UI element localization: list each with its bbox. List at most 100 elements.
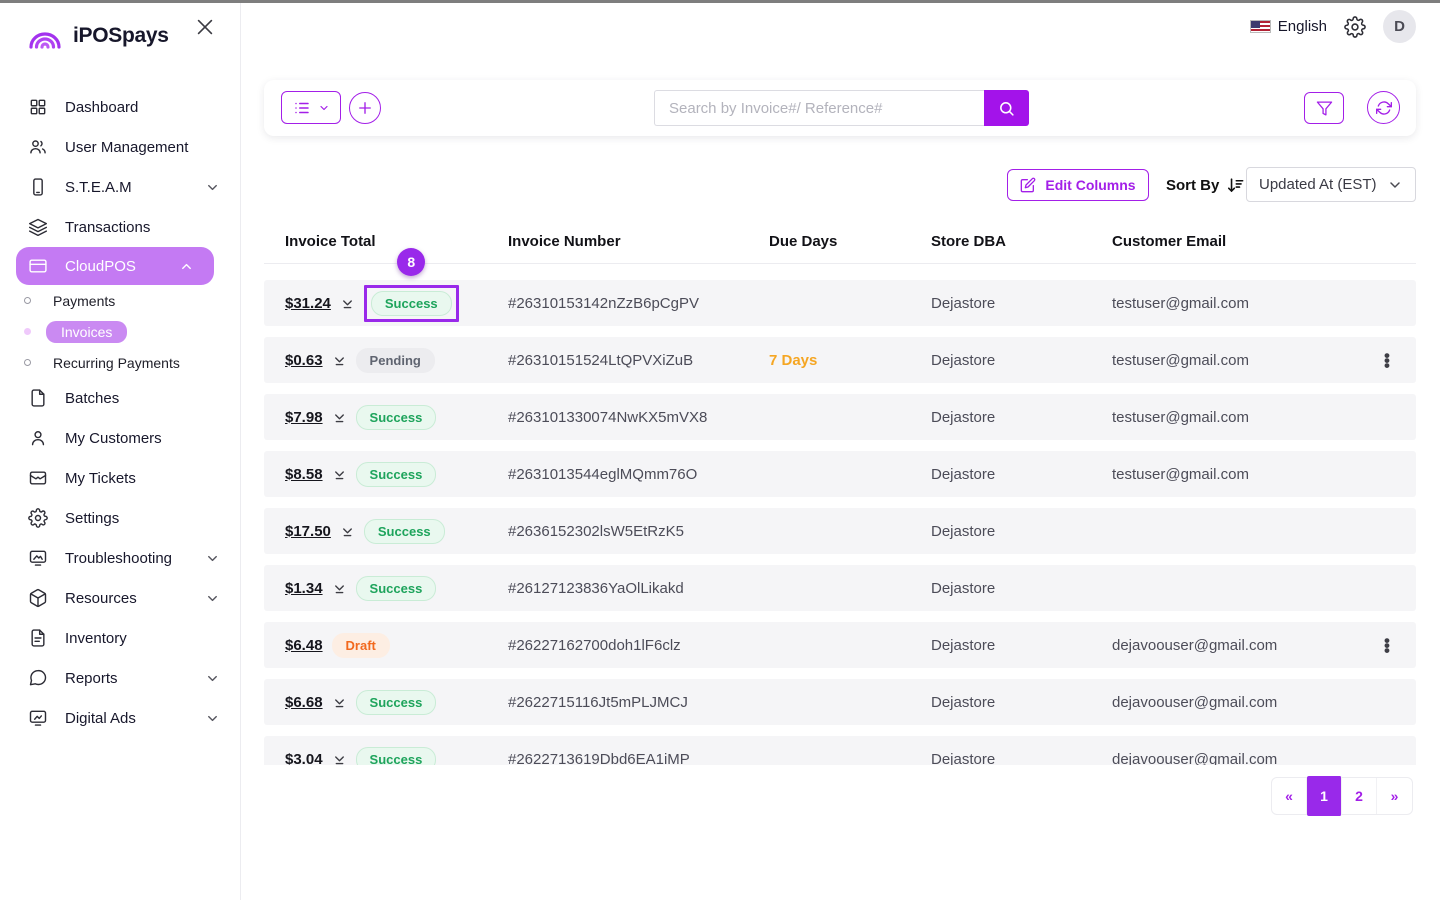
expand-chevron-icon[interactable] — [332, 581, 347, 596]
store-dba: Dejastore — [931, 465, 996, 483]
chevron-down-icon — [1390, 181, 1400, 188]
card-icon — [28, 256, 48, 276]
add-invoice-button[interactable] — [349, 92, 381, 124]
window-top-border — [0, 0, 1440, 3]
edit-columns-button[interactable]: Edit Columns — [1007, 169, 1149, 201]
store-dba: Dejastore — [931, 351, 996, 369]
logo-rainbow-icon — [29, 32, 61, 49]
store-dba: Dejastore — [931, 579, 996, 597]
sidebar-item-recurring-payments[interactable]: Recurring Payments — [0, 347, 240, 378]
sidebar-item-troubleshooting[interactable]: Troubleshooting — [0, 538, 240, 578]
sidebar-item-label: S.T.E.A.M — [65, 178, 132, 196]
sidebar-item-settings[interactable]: Settings — [0, 498, 240, 538]
invoice-total-link[interactable]: $8.58 — [285, 465, 323, 483]
expand-chevron-icon[interactable] — [340, 524, 355, 539]
sidebar-item-reports[interactable]: Reports — [0, 658, 240, 698]
expand-chevron-icon[interactable] — [332, 752, 347, 766]
pagination-next[interactable]: » — [1390, 788, 1399, 804]
expand-chevron-icon[interactable] — [332, 353, 347, 368]
sidebar-item-payments[interactable]: Payments — [0, 285, 240, 316]
sidebar-item-label: Payments — [53, 292, 116, 309]
sidebar-item-inventory[interactable]: Inventory — [0, 618, 240, 658]
table-row: $31.24 Success 8 #26310153142nZzB6pCgPV Deja… — [264, 247, 1416, 326]
customer-email: testuser@gmail.com — [1112, 294, 1249, 312]
sidebar-item-my-tickets[interactable]: My Tickets — [0, 458, 240, 498]
customer-email: dejavoouser@gmail.com — [1112, 636, 1278, 654]
search-button[interactable] — [984, 90, 1029, 126]
sidebar-item-digital-ads[interactable]: Digital Ads — [0, 698, 240, 738]
language-selector[interactable]: English — [1249, 18, 1327, 35]
avatar[interactable]: D — [1383, 10, 1416, 43]
pagination-page-1[interactable]: 1 — [1307, 776, 1342, 816]
search-input[interactable] — [654, 90, 984, 126]
settings-gear-icon[interactable] — [1344, 15, 1366, 38]
status-badge: Success — [355, 689, 437, 715]
invoice-total-link[interactable]: $7.98 — [285, 408, 323, 426]
bullet-icon — [24, 297, 31, 304]
sidebar-item-user-management[interactable]: User Management — [0, 127, 240, 167]
sidebar-item-cloudpos[interactable]: CloudPOS — [16, 247, 214, 285]
annotation-highlight-box: Success 8 — [363, 247, 459, 322]
refresh-icon — [1375, 100, 1392, 115]
expand-chevron-icon[interactable] — [332, 410, 347, 425]
bullet-icon — [24, 328, 31, 335]
refresh-button[interactable] — [1367, 91, 1400, 124]
invoice-total-link[interactable]: $0.63 — [285, 351, 323, 369]
pagination-prev[interactable]: « — [1272, 778, 1307, 814]
sidebar-item-label: CloudPOS — [65, 257, 136, 275]
invoice-number: #26127123836YaOlLikakd — [508, 579, 684, 597]
sidebar-item-s-t-e-a-m[interactable]: S.T.E.A.M — [0, 167, 240, 207]
invoice-total-link[interactable]: $3.04 — [285, 750, 323, 766]
expand-chevron-icon[interactable] — [340, 296, 355, 311]
table-body: $31.24 Success 8 #26310153142nZzB6pCgPV Deja… — [264, 247, 1416, 765]
list-view-dropdown-button[interactable] — [281, 91, 341, 124]
logo-text: iPOSpays — [73, 24, 169, 47]
invoice-number: #2631013544eglMQmm76O — [508, 465, 698, 483]
invoice-total-link[interactable]: $1.34 — [285, 579, 323, 597]
store-dba: Dejastore — [931, 294, 996, 312]
invoice-number: #2622713619Dbd6EA1iMP — [508, 750, 690, 766]
edit-columns-label: Edit Columns — [1045, 177, 1136, 193]
pagination-page-2[interactable]: 2 — [1342, 778, 1377, 814]
customer-email: testuser@gmail.com — [1112, 465, 1249, 483]
status-badge: Success — [355, 404, 437, 430]
sidebar-item-batches[interactable]: Batches — [0, 378, 240, 418]
store-dba: Dejastore — [931, 408, 996, 426]
sidebar-item-label: Reports — [65, 669, 118, 687]
kebab-menu-icon[interactable]: • • • — [1384, 630, 1390, 660]
chevron-down-icon — [205, 711, 220, 726]
close-icon[interactable] — [194, 16, 216, 38]
reports-icon — [28, 668, 48, 688]
invoice-total-link[interactable]: $6.68 — [285, 693, 323, 711]
sort-by-label: Sort By — [1166, 177, 1220, 194]
sidebar-item-label: Settings — [65, 509, 120, 527]
table-row: $3.04 Success #2622713619Dbd6EA1iMP Dejasto… — [264, 736, 1416, 765]
sidebar-item-label: Dashboard — [65, 98, 139, 116]
sort-icon[interactable] — [1226, 176, 1245, 195]
sidebar-item-invoices[interactable]: Invoices — [0, 316, 240, 347]
sidebar-item-my-customers[interactable]: My Customers — [0, 418, 240, 458]
chevron-down-icon — [319, 105, 328, 110]
person-icon — [28, 428, 48, 448]
invoice-total-link[interactable]: $6.48 — [285, 636, 323, 654]
invoice-number: #263101330074NwKX5mVX8 — [508, 408, 708, 426]
customer-email: testuser@gmail.com — [1112, 408, 1249, 426]
expand-chevron-icon[interactable] — [332, 467, 347, 482]
table-row: $1.34 Success #26127123836YaOlLikakd Dejast… — [264, 565, 1416, 611]
invoice-total-link[interactable]: $31.24 — [285, 294, 331, 312]
sidebar-item-dashboard[interactable]: Dashboard — [0, 87, 240, 127]
expand-chevron-icon[interactable] — [332, 695, 347, 710]
sidebar-item-transactions[interactable]: Transactions — [0, 207, 240, 247]
settings-icon — [28, 508, 48, 528]
sidebar-item-label: Troubleshooting — [65, 549, 173, 567]
filter-button[interactable] — [1304, 92, 1344, 124]
store-dba: Dejastore — [931, 636, 996, 654]
table-header-row: Invoice Total Invoice Number Due Days Store… — [264, 220, 1416, 264]
sidebar-item-resources[interactable]: Resources — [0, 578, 240, 618]
sort-field-value: Updated At (EST) — [1259, 176, 1377, 193]
due-days: 7 Days — [769, 351, 818, 369]
sort-field-select[interactable]: Updated At (EST) — [1246, 167, 1416, 202]
edit-icon — [1021, 177, 1036, 193]
kebab-menu-icon[interactable]: • • • — [1384, 345, 1390, 375]
invoice-total-link[interactable]: $17.50 — [285, 522, 331, 540]
